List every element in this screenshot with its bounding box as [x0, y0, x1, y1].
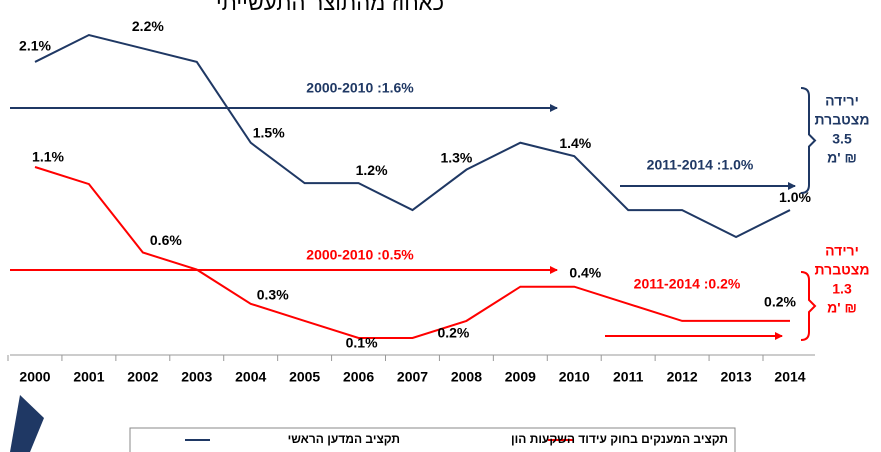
data-label: 0.2% — [437, 325, 469, 341]
x-tick-label: 2011 — [613, 369, 644, 385]
annotation: מ' ₪ — [827, 300, 857, 316]
annotation: 1.3 — [832, 281, 852, 297]
annotation: 2011-2014 :0.2% — [634, 276, 741, 292]
series-line — [34, 166, 790, 339]
legend-label: תקציב המדען הראשי — [288, 432, 400, 446]
x-tick-label: 2000 — [19, 369, 50, 385]
x-tick-label: 2005 — [289, 369, 320, 385]
annotation: מצטברת — [815, 262, 870, 278]
data-label: 0.4% — [569, 264, 601, 280]
x-tick-label: 2001 — [73, 369, 104, 385]
chart-title: כאחוז מהתוצר התעשייתי — [216, 0, 444, 15]
annotation: ירידה — [825, 93, 859, 109]
series-line — [34, 33, 791, 239]
annotation: מצטברת — [815, 112, 870, 128]
x-tick-label: 2012 — [667, 369, 698, 385]
legend-label: תקציב המענקים בחוק עידוד השקעות הון — [511, 432, 728, 446]
logo — [10, 395, 44, 452]
x-tick-label: 2006 — [343, 369, 374, 385]
x-tick-label: 2004 — [235, 369, 266, 385]
data-label: 1.2% — [356, 162, 388, 178]
data-label: 1.3% — [440, 149, 472, 165]
annotation: ירידה — [825, 243, 859, 259]
x-tick-label: 2008 — [451, 369, 482, 385]
data-label: 1.5% — [253, 124, 285, 140]
annotation: מ' ₪ — [827, 150, 857, 166]
x-tick-label: 2002 — [127, 369, 158, 385]
data-label: 0.1% — [346, 335, 378, 351]
data-label: 1.4% — [559, 135, 591, 151]
annotation: 3.5 — [832, 131, 852, 147]
x-tick-label: 2007 — [397, 369, 428, 385]
bracket — [800, 271, 817, 341]
annotation: 2000-2010 :0.5% — [306, 247, 414, 263]
x-tick-label: 2013 — [720, 369, 751, 385]
data-label: 2.1% — [19, 38, 51, 54]
annotation: 2011-2014 :1.0% — [647, 157, 754, 173]
x-tick-label: 2009 — [505, 369, 536, 385]
data-label: 0.2% — [764, 294, 796, 310]
data-label: 2.2% — [132, 18, 164, 34]
bracket — [800, 87, 817, 194]
x-tick-label: 2014 — [774, 369, 805, 385]
data-label: 0.3% — [257, 287, 289, 303]
data-label: 0.6% — [150, 232, 182, 248]
legend — [129, 427, 736, 452]
data-label: 1.1% — [32, 149, 64, 165]
x-tick-label: 2003 — [181, 369, 212, 385]
annotation: 2000-2010 :1.6% — [306, 80, 414, 96]
x-tick-label: 2010 — [559, 369, 590, 385]
